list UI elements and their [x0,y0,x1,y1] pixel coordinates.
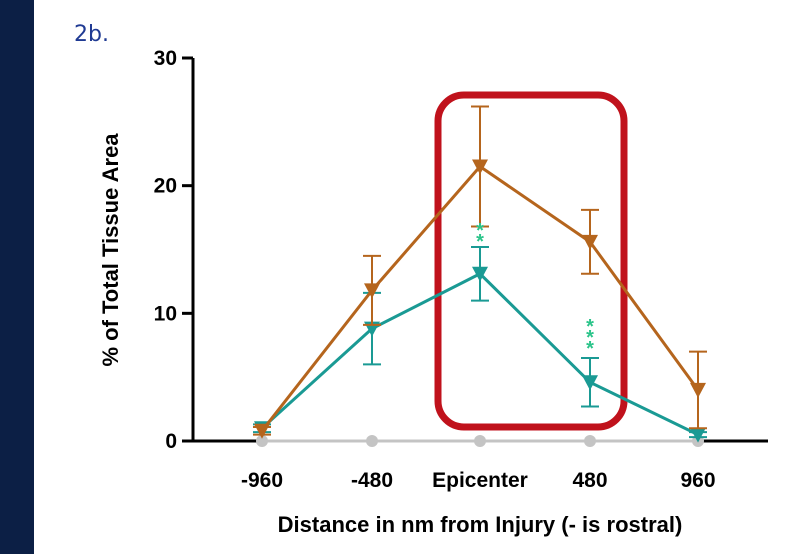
x-tick-label: -960 [241,469,283,492]
y-tick-label: 30 [154,47,177,70]
data-point [366,435,378,447]
highlight-box [434,91,628,431]
series [253,245,707,443]
data-point [690,382,706,398]
significance-annotation: *** [586,316,594,360]
data-point [256,435,268,447]
data-point [472,159,488,175]
significance-star: * [586,316,594,338]
data-point [584,435,596,447]
data-point [582,375,598,391]
x-axis-title: Distance in nm from Injury (- is rostral… [278,512,683,537]
x-tick-label: 480 [572,469,607,492]
significance-star: * [586,327,594,349]
x-tick-label: 960 [680,469,715,492]
data-point [254,423,270,439]
data-point [690,427,706,443]
y-tick-label: 20 [154,175,177,198]
x-tick-label: -480 [351,469,393,492]
significance-star: * [476,220,484,242]
data-point [474,435,486,447]
data-point [364,283,380,299]
series [256,435,704,447]
panel-label: 2b. [74,22,109,47]
significance-annotation: ** [476,220,484,253]
significance-star: * [476,231,484,253]
slide-side-bar [0,0,34,554]
significance-star: * [586,338,594,360]
data-point [582,234,598,250]
series [253,105,707,439]
y-axis-title: % of Total Tissue Area [98,133,123,367]
y-tick-label: 0 [165,430,177,453]
x-tick-label: Epicenter [432,469,528,492]
data-point [472,266,488,282]
y-tick-label: 10 [154,302,177,325]
